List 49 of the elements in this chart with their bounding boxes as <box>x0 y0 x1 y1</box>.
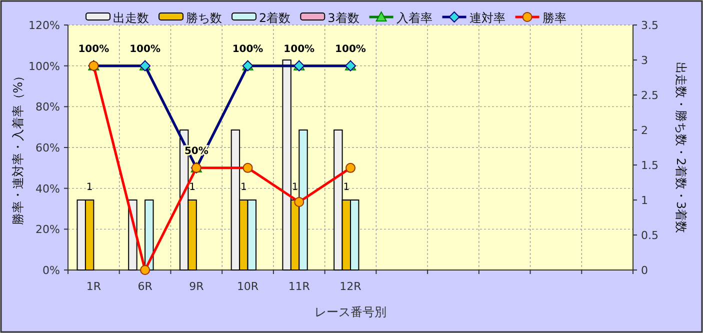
data-label: 1 <box>292 182 298 193</box>
bar <box>144 200 154 270</box>
data-label: 1 <box>86 182 93 193</box>
x-tick-label: 11R <box>288 280 310 293</box>
data-label: 100% <box>335 44 366 55</box>
y2-tick-label: 1 <box>641 194 648 207</box>
legend-label: 勝率 <box>542 11 566 25</box>
x-tick-label: 12R <box>340 280 362 293</box>
x-tick-label: 6R <box>138 280 153 293</box>
y-axis-title: 勝率・連対率・入着率（%） <box>11 70 25 226</box>
legend-label: 出走数 <box>113 11 149 25</box>
data-label: 100% <box>130 44 160 55</box>
y2-tick-label: 0.5 <box>641 229 658 242</box>
data-label: 1 <box>240 182 247 193</box>
y2-tick-label: 1.5 <box>641 159 658 172</box>
y-tick-label: 60% <box>36 142 60 154</box>
data-label: 1 <box>189 182 196 193</box>
legend-label: 連対率 <box>469 11 506 25</box>
y-tick-label: 20% <box>36 223 60 236</box>
bar <box>247 200 256 270</box>
bar <box>298 130 308 270</box>
x-axis-title: レース番号別 <box>314 305 386 319</box>
y-tick-label: 0% <box>42 264 60 277</box>
y2-tick-label: 0 <box>641 264 648 277</box>
bar <box>76 200 86 270</box>
data-label: 1 <box>343 182 350 193</box>
y2-tick-label: 2 <box>641 124 648 137</box>
y-tick-label: 120% <box>28 19 60 32</box>
y-tick-label: 40% <box>36 182 60 196</box>
legend-label: 2着数 <box>259 11 291 25</box>
data-label: 100% <box>284 44 315 55</box>
bar <box>334 130 343 270</box>
y2-axis-title: 出走数・勝ち数・2着数・3着数 <box>674 62 688 234</box>
legend-label: 入着率 <box>396 11 432 25</box>
y-tick-label: 100% <box>28 60 60 73</box>
y2-tick-label: 3.5 <box>641 19 658 32</box>
legend-label: 3着数 <box>328 11 360 25</box>
bar <box>350 200 360 270</box>
data-label: 100% <box>232 44 264 55</box>
x-tick-label: 10R <box>236 280 259 293</box>
data-label: 100% <box>78 44 110 55</box>
x-tick-label: 1R <box>86 280 102 293</box>
y-tick-label: 80% <box>36 100 60 114</box>
legend-label: 勝ち数 <box>186 11 222 25</box>
x-tick-label: 9R <box>189 280 204 293</box>
y2-tick-label: 3 <box>641 54 648 67</box>
bar <box>282 60 292 270</box>
bar <box>230 130 240 270</box>
y2-tick-label: 2.5 <box>641 89 658 102</box>
